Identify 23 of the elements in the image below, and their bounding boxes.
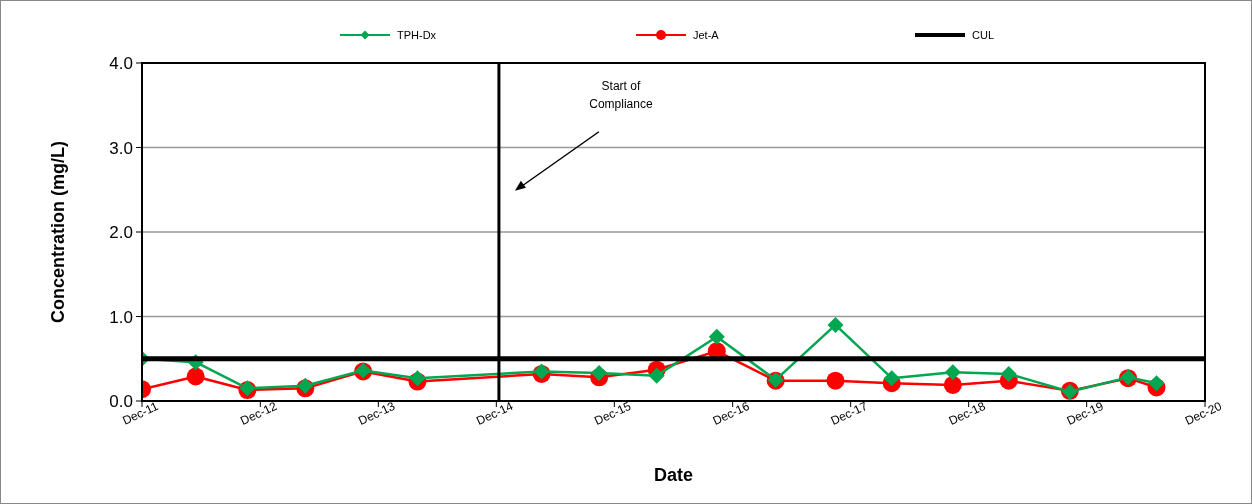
legend-label: CUL	[972, 29, 995, 41]
y-tick-label: 4.0	[109, 54, 133, 73]
y-axis-title: Concentration (mg/L)	[48, 141, 68, 323]
point	[297, 377, 314, 394]
point	[827, 316, 844, 333]
point	[708, 328, 725, 345]
point	[826, 371, 845, 390]
x-axis-title: Date	[653, 465, 694, 485]
point	[1148, 375, 1165, 392]
point	[648, 367, 665, 384]
y-tick-label: 2.0	[109, 223, 133, 242]
point	[591, 365, 608, 382]
point	[883, 370, 900, 387]
y-tick-label: 3.0	[109, 138, 133, 158]
y-tick-label: 1.0	[109, 307, 133, 327]
legend-label: TPH-Dx	[397, 29, 437, 41]
point	[1000, 365, 1017, 382]
point	[186, 367, 205, 386]
legend-label: Jet-A	[693, 29, 720, 41]
annotation: Start of Compliance	[589, 78, 653, 111]
point	[943, 375, 962, 394]
point	[409, 370, 426, 387]
point	[944, 364, 961, 381]
